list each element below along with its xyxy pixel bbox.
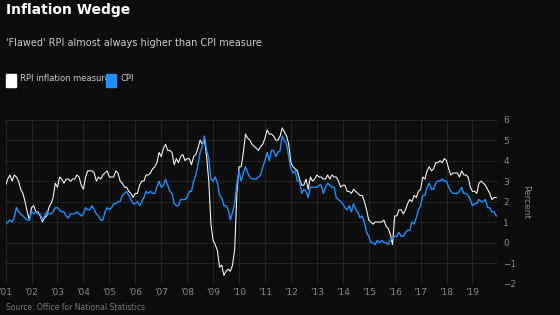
Text: Source: Office for National Statistics: Source: Office for National Statistics	[6, 303, 144, 312]
Y-axis label: Percent: Percent	[521, 185, 530, 219]
Text: Inflation Wedge: Inflation Wedge	[6, 3, 130, 17]
Text: CPI: CPI	[120, 74, 134, 83]
Text: RPI inflation measure: RPI inflation measure	[20, 74, 110, 83]
Text: 'Flawed' RPI almost always higher than CPI measure: 'Flawed' RPI almost always higher than C…	[6, 38, 262, 48]
